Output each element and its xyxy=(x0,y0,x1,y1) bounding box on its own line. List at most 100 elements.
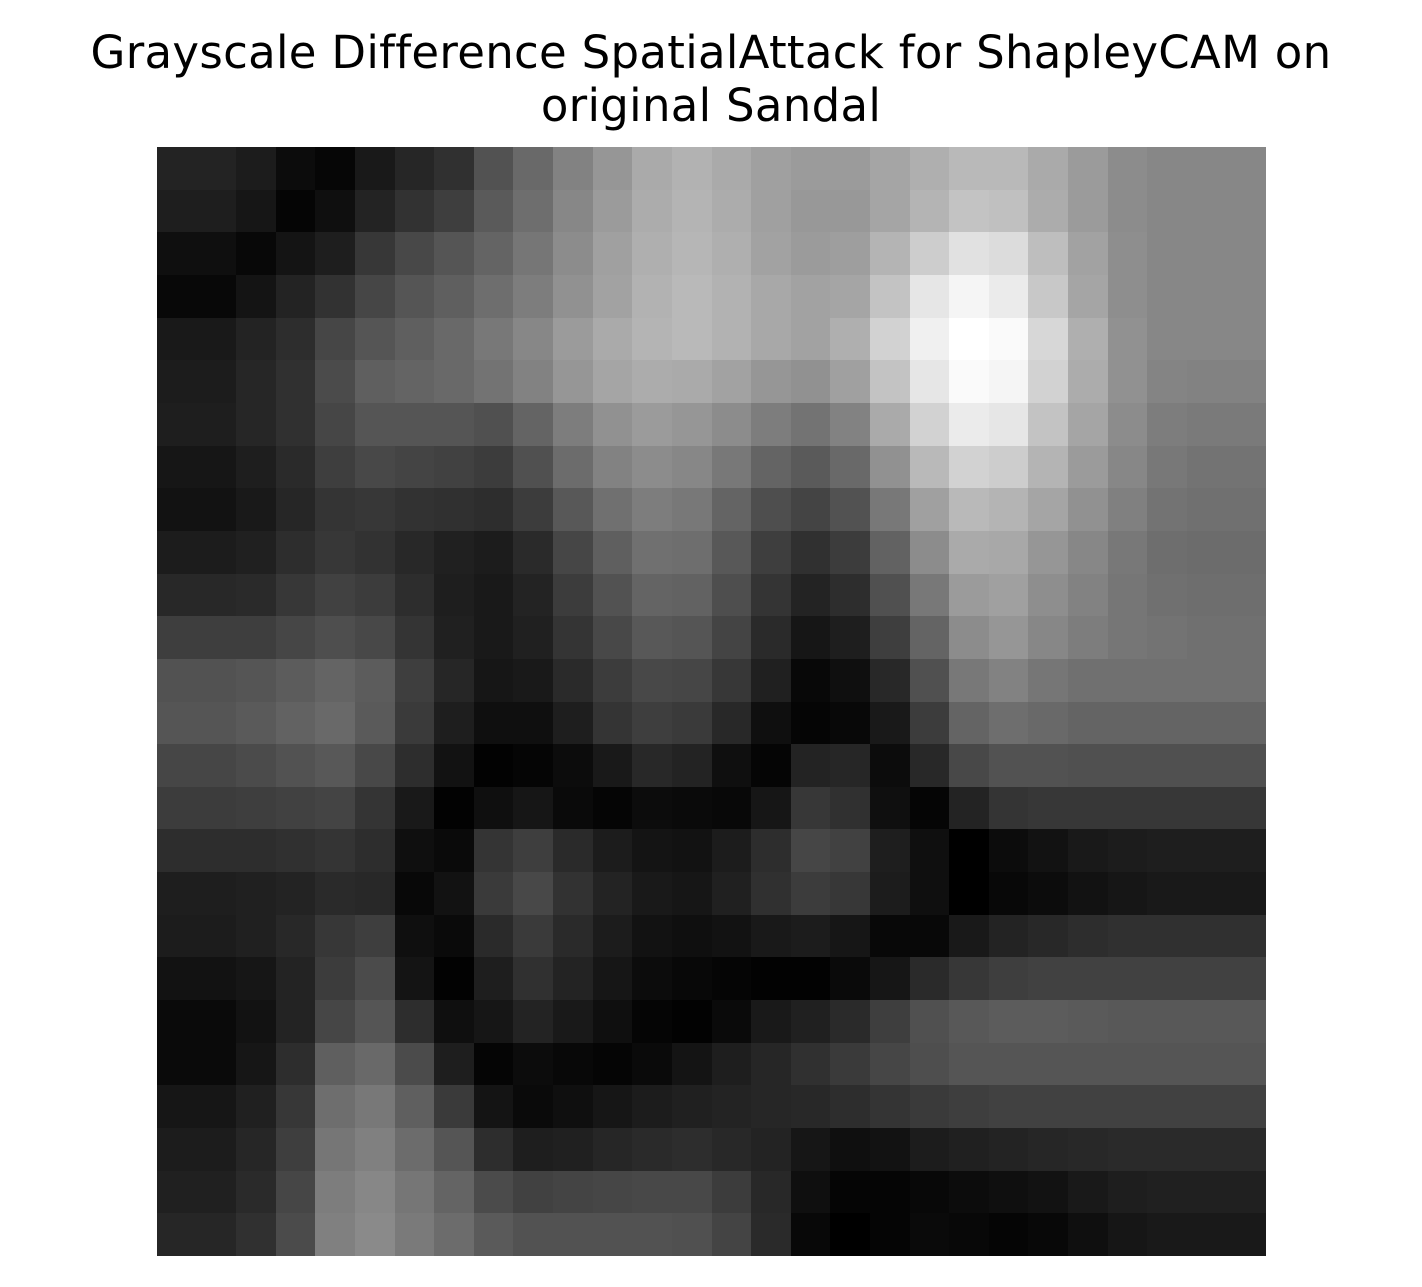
heatmap-cell xyxy=(870,1171,910,1213)
heatmap-cell xyxy=(830,872,870,915)
heatmap-cell xyxy=(355,403,395,446)
heatmap-cell xyxy=(315,1085,355,1128)
heatmap-cell xyxy=(910,1213,949,1256)
heatmap-cell xyxy=(593,446,632,488)
heatmap-cell xyxy=(197,1213,236,1256)
heatmap-cell xyxy=(870,1043,910,1085)
heatmap-cell xyxy=(1147,574,1187,616)
heatmap-cell xyxy=(910,957,949,1000)
heatmap-cell xyxy=(1226,360,1266,403)
heatmap-cell xyxy=(236,744,276,787)
heatmap-cell xyxy=(1147,318,1187,360)
heatmap-cell xyxy=(632,829,672,872)
heatmap-cell xyxy=(1226,1085,1266,1128)
heatmap-cell xyxy=(1226,702,1266,744)
heatmap-cell xyxy=(434,1000,474,1043)
heatmap-cell xyxy=(157,702,197,744)
heatmap-cell xyxy=(157,147,197,190)
heatmap-cell xyxy=(1147,360,1187,403)
heatmap-cell xyxy=(197,1043,236,1085)
heatmap-cell xyxy=(1108,787,1147,829)
heatmap-cell xyxy=(1108,872,1147,915)
heatmap-cell xyxy=(434,787,474,829)
heatmap-cell xyxy=(355,147,395,190)
heatmap-cell xyxy=(712,1171,751,1213)
heatmap-cell xyxy=(632,659,672,702)
heatmap-cell xyxy=(157,1043,197,1085)
heatmap-cell xyxy=(236,872,276,915)
heatmap-cell xyxy=(672,702,712,744)
heatmap-cell xyxy=(157,1128,197,1171)
heatmap-cell xyxy=(157,403,197,446)
heatmap-cell xyxy=(197,531,236,574)
heatmap-cell xyxy=(434,147,474,190)
heatmap-cell xyxy=(1147,915,1187,957)
heatmap-cell xyxy=(1108,1213,1147,1256)
heatmap-cell xyxy=(910,488,949,531)
heatmap-cell xyxy=(791,744,830,787)
heatmap-cell xyxy=(1147,147,1187,190)
heatmap-svg xyxy=(157,147,1266,1256)
heatmap-cell xyxy=(1028,1171,1068,1213)
heatmap-cell xyxy=(751,360,791,403)
heatmap-cell xyxy=(593,1085,632,1128)
heatmap-cell xyxy=(989,829,1028,872)
heatmap-cell xyxy=(315,1128,355,1171)
heatmap-cell xyxy=(751,1213,791,1256)
heatmap-cell xyxy=(1028,915,1068,957)
heatmap-cell xyxy=(870,744,910,787)
heatmap-cell xyxy=(949,787,989,829)
heatmap-cell xyxy=(910,744,949,787)
heatmap-cell xyxy=(1147,488,1187,531)
heatmap-cell xyxy=(1108,147,1147,190)
heatmap-cell xyxy=(593,275,632,318)
heatmap-cell xyxy=(1187,232,1226,275)
heatmap-cell xyxy=(830,318,870,360)
heatmap-cell xyxy=(355,360,395,403)
heatmap-cell xyxy=(791,318,830,360)
heatmap-cell xyxy=(315,1213,355,1256)
heatmap-cell xyxy=(791,1085,830,1128)
heatmap-cell xyxy=(236,787,276,829)
heatmap-cell xyxy=(1028,446,1068,488)
heatmap-cell xyxy=(474,531,513,574)
heatmap-cell xyxy=(1187,702,1226,744)
heatmap-cell xyxy=(276,1043,315,1085)
heatmap-cell xyxy=(395,659,434,702)
heatmap-cell xyxy=(276,147,315,190)
heatmap-cell xyxy=(276,403,315,446)
heatmap-cell xyxy=(910,1000,949,1043)
heatmap-cell xyxy=(949,1213,989,1256)
heatmap-cell xyxy=(197,318,236,360)
heatmap-cell xyxy=(593,232,632,275)
heatmap-cell xyxy=(1187,957,1226,1000)
heatmap-cell xyxy=(1028,1043,1068,1085)
heatmap-cell xyxy=(672,1171,712,1213)
heatmap-cell xyxy=(1108,702,1147,744)
heatmap-cell xyxy=(989,1043,1028,1085)
heatmap-cell xyxy=(712,659,751,702)
heatmap-cell xyxy=(276,446,315,488)
heatmap-cell xyxy=(910,1171,949,1213)
heatmap-cell xyxy=(672,616,712,659)
heatmap-cell xyxy=(395,829,434,872)
heatmap-cell xyxy=(672,275,712,318)
heatmap-cell xyxy=(276,275,315,318)
heatmap-cell xyxy=(910,574,949,616)
heatmap-cell xyxy=(989,360,1028,403)
heatmap-cell xyxy=(157,872,197,915)
heatmap-cell xyxy=(712,403,751,446)
heatmap-cell xyxy=(157,531,197,574)
heatmap-cell xyxy=(236,275,276,318)
heatmap-cell xyxy=(355,488,395,531)
heatmap-cell xyxy=(1147,1043,1187,1085)
heatmap-cell xyxy=(197,616,236,659)
heatmap-cell xyxy=(751,616,791,659)
heatmap-cell xyxy=(712,957,751,1000)
heatmap-cell xyxy=(870,488,910,531)
heatmap-cell xyxy=(276,1085,315,1128)
heatmap-cell xyxy=(236,574,276,616)
heatmap-cell xyxy=(949,147,989,190)
heatmap-cell xyxy=(989,446,1028,488)
heatmap-cell xyxy=(910,829,949,872)
